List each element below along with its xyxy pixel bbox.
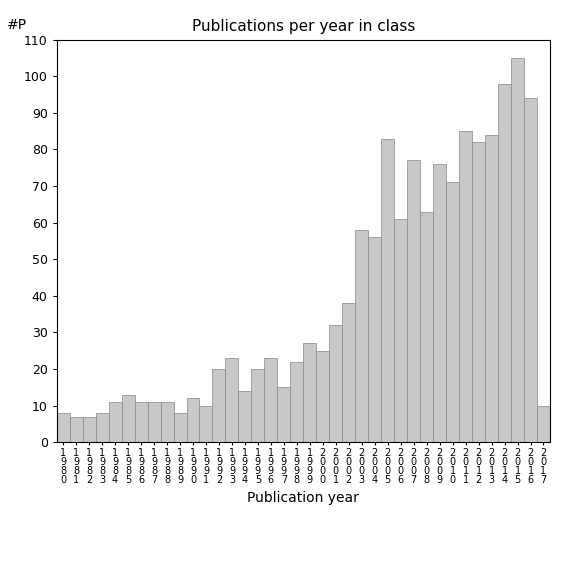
Bar [303, 344, 316, 442]
X-axis label: Publication year: Publication year [247, 491, 359, 505]
Title: Publications per year in class: Publications per year in class [192, 19, 415, 35]
Bar [121, 395, 134, 442]
Bar [96, 413, 109, 442]
Bar [407, 160, 420, 442]
Bar [356, 230, 368, 442]
Bar [485, 135, 498, 442]
Bar [277, 387, 290, 442]
Bar [342, 303, 356, 442]
Bar [290, 362, 303, 442]
Bar [174, 413, 187, 442]
Bar [446, 183, 459, 442]
Bar [134, 402, 147, 442]
Bar [213, 369, 226, 442]
Bar [498, 83, 511, 442]
Bar [459, 131, 472, 442]
Y-axis label: #P: #P [7, 18, 27, 32]
Bar [511, 58, 524, 442]
Bar [420, 211, 433, 442]
Bar [83, 417, 96, 442]
Bar [368, 238, 381, 442]
Bar [381, 138, 394, 442]
Bar [70, 417, 83, 442]
Bar [57, 413, 70, 442]
Bar [316, 351, 329, 442]
Bar [147, 402, 160, 442]
Bar [472, 142, 485, 442]
Bar [226, 358, 239, 442]
Bar [329, 325, 342, 442]
Bar [160, 402, 174, 442]
Bar [394, 219, 407, 442]
Bar [251, 369, 264, 442]
Bar [109, 402, 121, 442]
Bar [264, 358, 277, 442]
Bar [239, 391, 251, 442]
Bar [200, 405, 213, 442]
Bar [524, 98, 537, 442]
Bar [537, 405, 550, 442]
Bar [433, 164, 446, 442]
Bar [187, 399, 200, 442]
